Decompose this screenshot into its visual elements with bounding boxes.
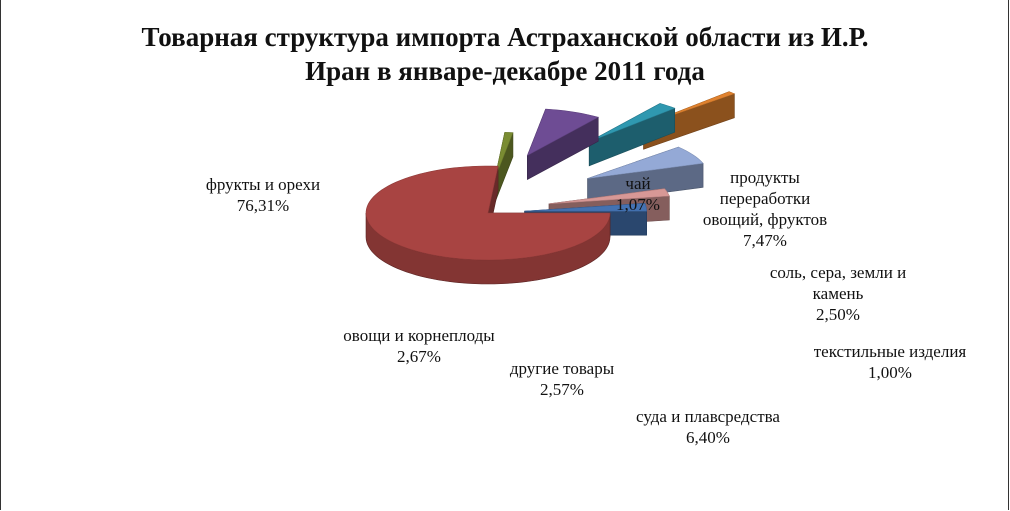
label-vegetables-name: овощи и корнеплоды (343, 326, 495, 345)
label-ships: суда и плавсредства 6,40% (608, 406, 808, 448)
chart-title: Товарная структура импорта Астраханской … (0, 20, 1010, 88)
label-tea-name: чай (625, 174, 651, 193)
label-salt-sulfur-line-2: камень (812, 284, 864, 303)
chart-title-line-1: Товарная структура импорта Астраханской … (141, 22, 869, 52)
label-tea-value: 1,07% (616, 195, 660, 214)
chart-title-line-2: Иран в январе-декабре 2011 года (305, 56, 705, 86)
label-ships-value: 6,40% (686, 428, 730, 447)
slice-fruits-nuts (365, 165, 611, 285)
label-processed-products-line-1: продукты (730, 168, 800, 187)
slice-salt-sulfur (588, 102, 676, 167)
label-processed-products-value: 7,47% (743, 231, 787, 250)
label-fruits-nuts: фрукты и орехи 76,31% (188, 174, 338, 216)
label-other-goods-name: другие товары (509, 359, 615, 378)
label-tea: чай 1,07% (598, 173, 678, 215)
slice-processed-products (526, 108, 600, 181)
label-fruits-nuts-name: фрукты и орехи (205, 175, 321, 194)
label-textiles-value: 1,00% (868, 363, 912, 382)
label-vegetables-value: 2,67% (397, 347, 441, 366)
label-fruits-nuts-value: 76,31% (236, 196, 290, 215)
label-ships-name: суда и плавсредства (636, 407, 780, 426)
label-textiles-name: текстильные изделия (813, 342, 967, 361)
label-processed-products: продукты переработки овощий, фруктов 7,4… (680, 167, 850, 251)
label-other-goods-value: 2,57% (540, 380, 584, 399)
slice-tea (494, 131, 514, 204)
label-other-goods: другие товары 2,57% (487, 358, 637, 400)
label-textiles: текстильные изделия 1,00% (790, 341, 990, 383)
label-vegetables: овощи и корнеплоды 2,67% (324, 325, 514, 367)
label-salt-sulfur: соль, сера, земли и камень 2,50% (738, 262, 938, 325)
slice-ships (587, 146, 704, 203)
label-processed-products-line-3: овощий, фруктов (702, 210, 828, 229)
label-salt-sulfur-value: 2,50% (816, 305, 860, 324)
label-salt-sulfur-line-1: соль, сера, земли и (769, 263, 907, 282)
label-processed-products-line-2: переработки (719, 189, 811, 208)
